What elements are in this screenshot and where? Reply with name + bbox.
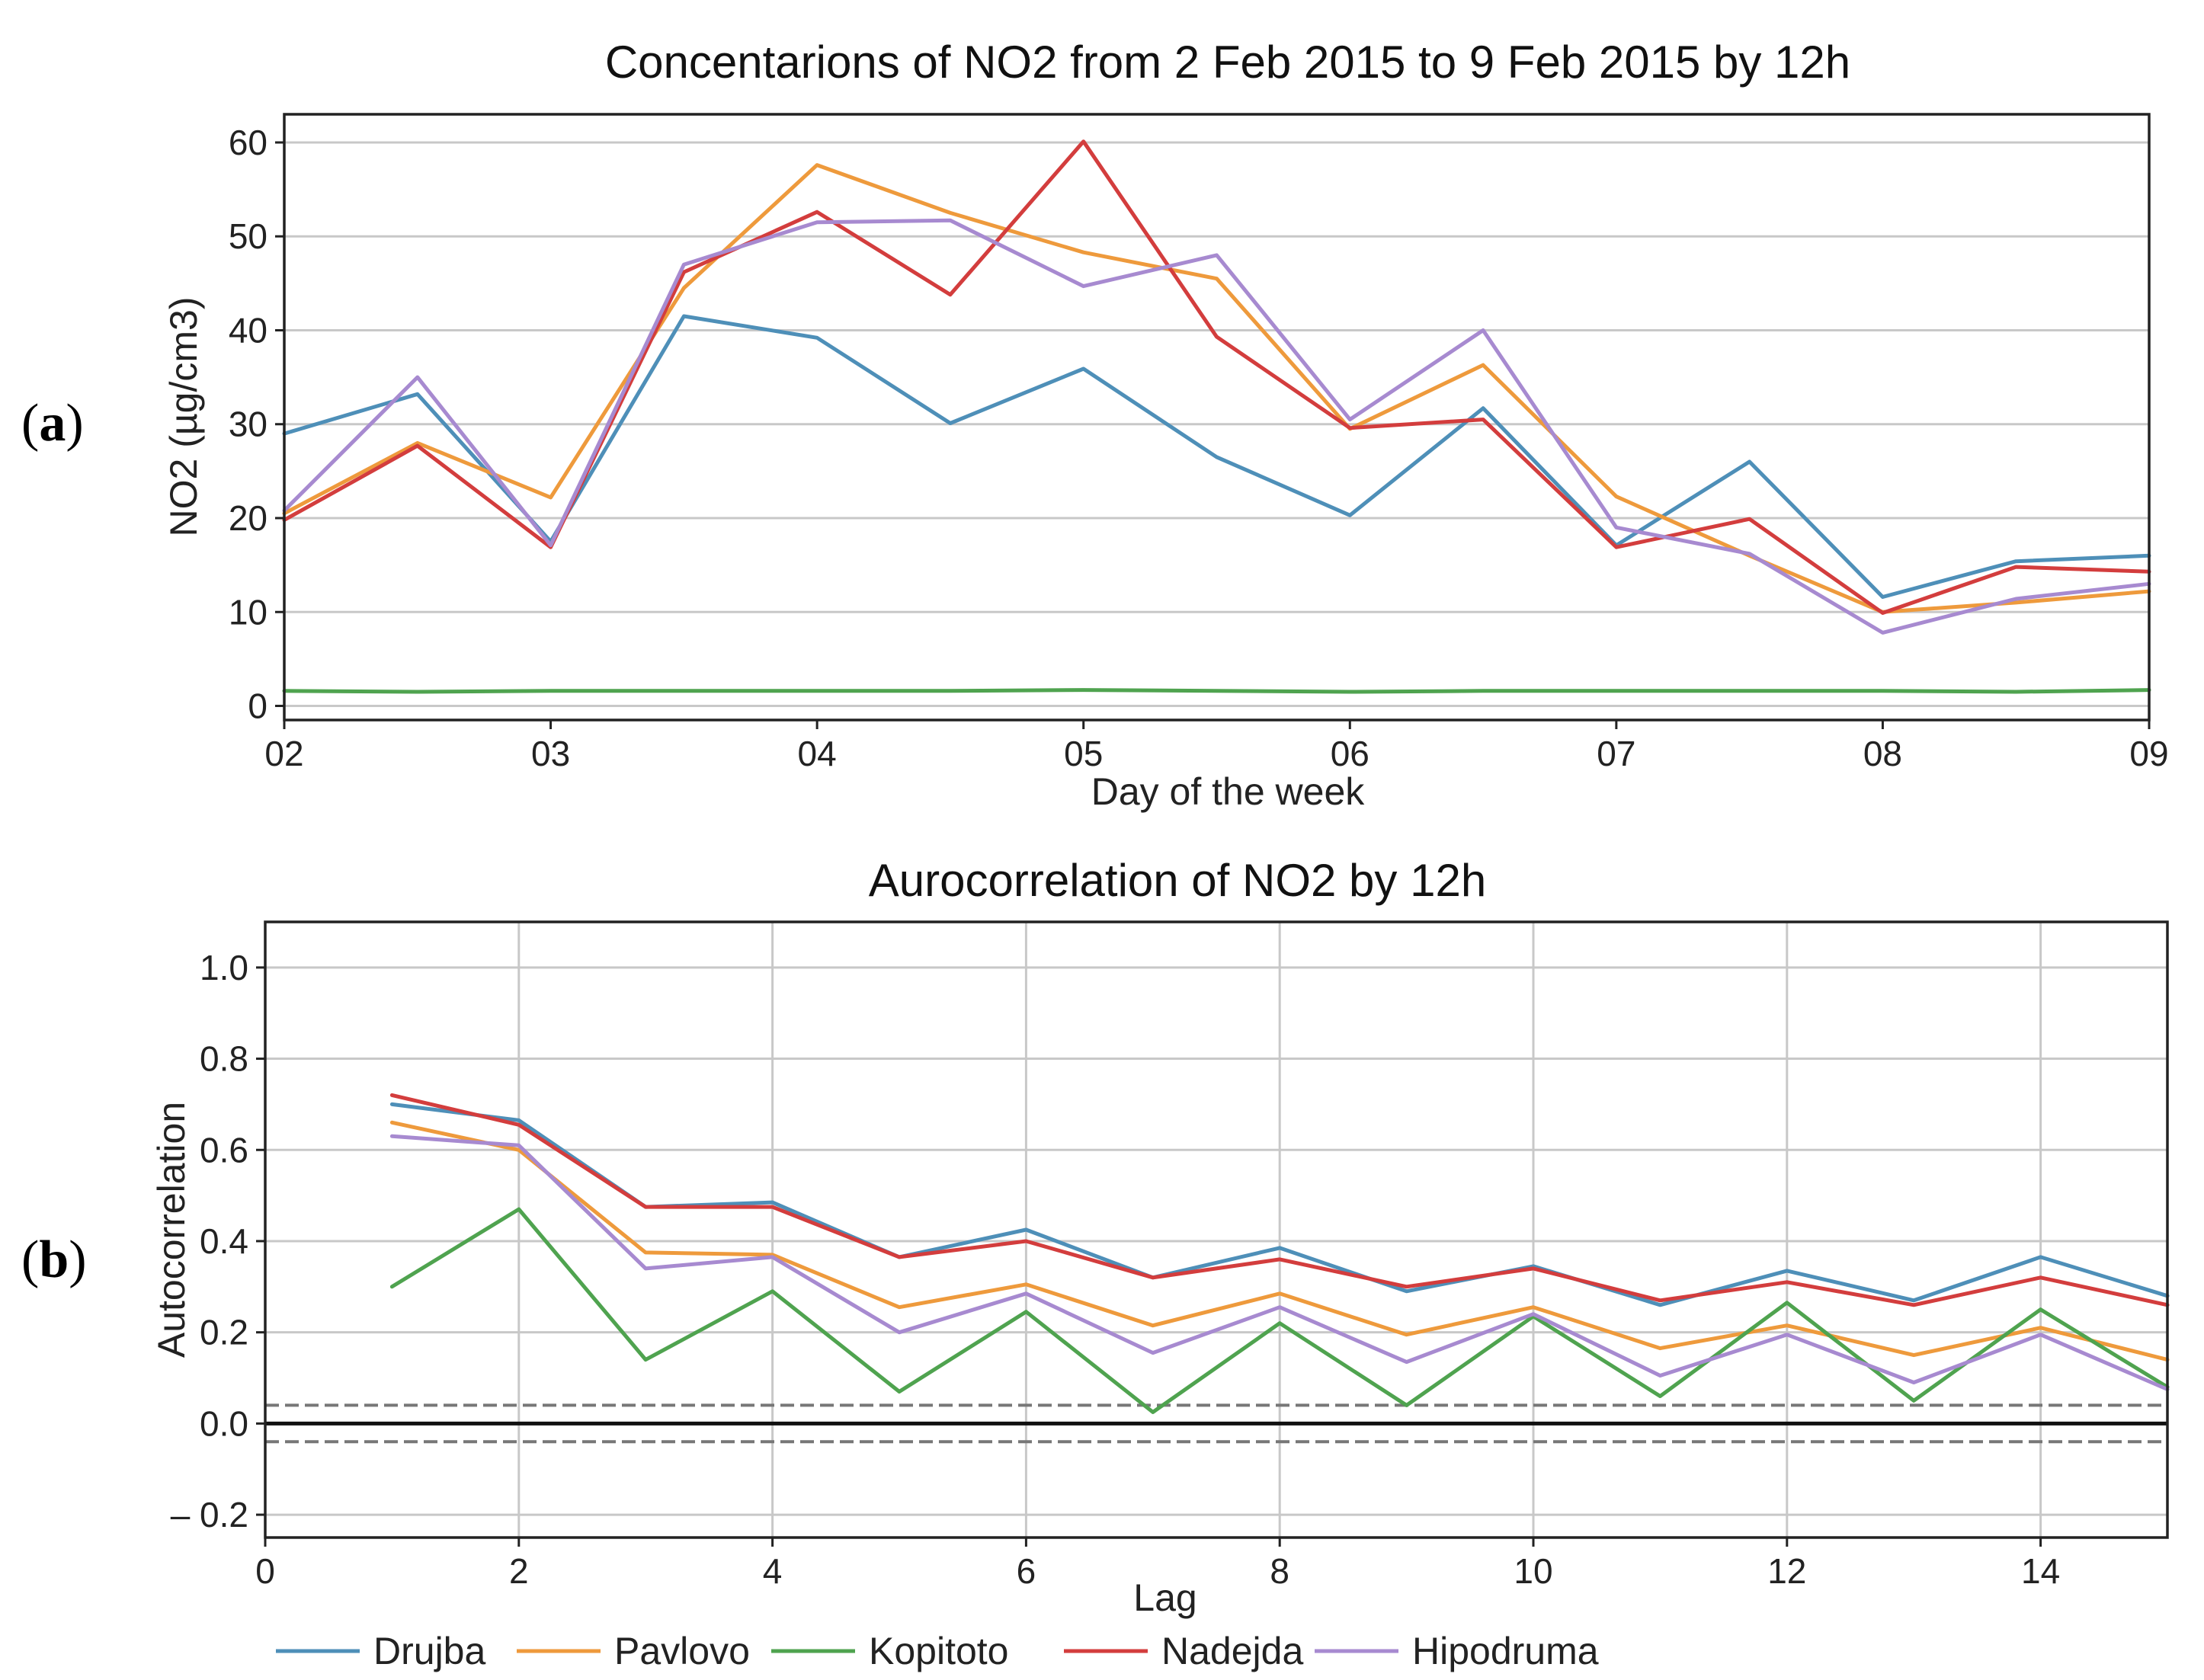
x-tick-label: 02 xyxy=(264,734,303,773)
x-tick-label: 14 xyxy=(2021,1551,2060,1591)
y-tick-label: 0 xyxy=(248,686,267,726)
legend: Drujba Pavlovo Kopitoto Nadejda Hipodruma xyxy=(276,1630,1599,1672)
legend-label: Drujba xyxy=(373,1630,485,1672)
y-tick-label: 0.8 xyxy=(200,1039,248,1079)
chart-a-xlabel: Day of the week xyxy=(1091,770,1366,813)
series-line-kopitoto xyxy=(282,688,2151,694)
y-tick-label: 20 xyxy=(229,498,267,538)
chart-a-grid xyxy=(284,141,2149,708)
legend-label: Pavlovo xyxy=(614,1630,750,1672)
y-tick-label: 10 xyxy=(229,592,267,632)
x-tick-label: 07 xyxy=(1597,734,1635,773)
chart-a-title: Concentarions of NO2 from 2 Feb 2015 to … xyxy=(605,37,1850,88)
chart-b-xlabel: Lag xyxy=(1133,1576,1197,1619)
series-line-drujba xyxy=(282,314,2151,599)
y-tick-label: 0.0 xyxy=(200,1403,248,1443)
series-line-pavlovo xyxy=(282,163,2151,614)
x-tick-label: 06 xyxy=(1331,734,1369,773)
x-tick-label: 8 xyxy=(1270,1551,1289,1591)
x-tick-label: 6 xyxy=(1017,1551,1036,1591)
panel-label-a: (a) xyxy=(21,394,84,453)
series-line-pavlovo xyxy=(389,1120,2170,1362)
chart-a-ylabel: NO2 (µg/cm3) xyxy=(162,297,205,537)
series-line-nadejda xyxy=(282,139,2151,615)
legend-item-pavlovo: Pavlovo xyxy=(517,1630,750,1672)
legend-label: Hipodruma xyxy=(1412,1630,1599,1672)
x-tick-label: 09 xyxy=(2129,734,2168,773)
x-tick-label: 08 xyxy=(1863,734,1902,773)
legend-item-nadejda: Nadejda xyxy=(1064,1630,1303,1672)
x-tick-label: 05 xyxy=(1064,734,1103,773)
chart-a: Concentarions of NO2 from 2 Feb 2015 to … xyxy=(162,37,2169,813)
x-tick-label: 4 xyxy=(763,1551,783,1591)
chart-a-series xyxy=(282,139,2151,694)
series-line-nadejda xyxy=(389,1093,2170,1307)
chart-b-ylabel: Autocorrelation xyxy=(150,1102,193,1358)
y-tick-label: 0.6 xyxy=(200,1130,248,1170)
legend-label: Kopitoto xyxy=(869,1630,1008,1672)
series-line-hipodruma xyxy=(282,218,2151,635)
chart-a-ticks: 0 10 20 30 40 50 60 02 03 04 05 06 07 08 09 xyxy=(229,123,2169,773)
x-tick-label: 03 xyxy=(531,734,570,773)
x-tick-label: 0 xyxy=(255,1551,275,1591)
chart-b-grid xyxy=(264,922,2167,1538)
chart-b-frame xyxy=(264,920,2169,1539)
y-tick-label: 50 xyxy=(229,216,267,256)
y-tick-label: 1.0 xyxy=(200,948,248,987)
chart-b: Aurocorrelation of NO2 by 12h – 0.2 0.0 0.… xyxy=(150,855,2170,1619)
y-tick-label: – 0.2 xyxy=(171,1495,248,1534)
x-tick-label: 10 xyxy=(1514,1551,1552,1591)
chart-a-frame xyxy=(283,113,2151,722)
y-tick-label: 0.4 xyxy=(200,1221,248,1261)
series-line-hipodruma xyxy=(389,1134,2170,1391)
y-tick-label: 60 xyxy=(229,123,267,162)
y-tick-label: 30 xyxy=(229,405,267,444)
legend-item-kopitoto: Kopitoto xyxy=(771,1630,1008,1672)
chart-b-title: Aurocorrelation of NO2 by 12h xyxy=(869,855,1486,906)
chart-b-series xyxy=(389,1093,2170,1414)
chart-b-reference-lines xyxy=(265,1403,2167,1444)
y-tick-label: 0.2 xyxy=(200,1313,248,1352)
x-tick-label: 04 xyxy=(798,734,837,773)
legend-item-drujba: Drujba xyxy=(276,1630,485,1672)
chart-b-ticks: – 0.2 0.0 0.2 0.4 0.6 0.8 1.0 0 2 4 6 8 10 12 14 xyxy=(171,948,2060,1591)
x-tick-label: 12 xyxy=(1767,1551,1806,1591)
panel-label-b: (b) xyxy=(21,1230,87,1289)
x-tick-label: 2 xyxy=(509,1551,529,1591)
y-tick-label: 40 xyxy=(229,310,267,350)
legend-item-hipodruma: Hipodruma xyxy=(1315,1630,1599,1672)
legend-label: Nadejda xyxy=(1161,1630,1303,1672)
